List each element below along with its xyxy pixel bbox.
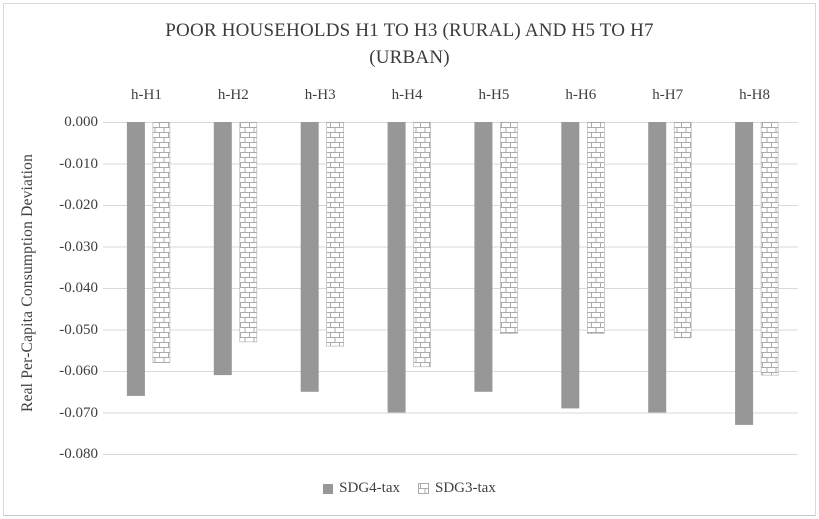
y-tick-label: -0.060	[59, 363, 98, 379]
y-tick-label: 0.000	[64, 114, 98, 130]
category-label-h-h7: h-H7	[652, 87, 684, 103]
bar-sdg3-tax-h-h2	[239, 122, 258, 343]
category-label-h-h5: h-H5	[478, 87, 510, 103]
bar-sdg3-tax-h-h1	[152, 122, 171, 363]
bar-sdg4-tax-h-h1	[126, 122, 145, 396]
legend-item-sdg3-tax: SDG3-tax	[418, 480, 496, 497]
bar-sdg4-tax-h-h4	[387, 122, 406, 413]
y-axis-title: Real Per-Capita Consumption Deviation	[19, 153, 36, 413]
chart-title: POOR HOUSEHOLDS H1 TO H3 (RURAL) AND H5 …	[4, 17, 815, 71]
bar-sdg3-tax-h-h7	[673, 122, 692, 339]
category-label-h-h4: h-H4	[391, 87, 423, 103]
legend-item-sdg4-tax: SDG4-tax	[323, 480, 400, 497]
y-tick-label: -0.070	[59, 404, 98, 421]
legend: SDG4-tax SDG3-tax	[4, 480, 815, 497]
legend-label: SDG3-tax	[435, 480, 496, 496]
y-tick-label: -0.040	[59, 280, 98, 296]
chart-title-line2: (URBAN)	[369, 47, 450, 68]
bar-sdg3-tax-h-h8	[760, 122, 779, 376]
chart-title-line1: POOR HOUSEHOLDS H1 TO H3 (RURAL) AND H5 …	[165, 20, 654, 41]
legend-label: SDG4-tax	[339, 480, 400, 496]
x-axis-category-labels: h-H1 h-H2 h-H3 h-H4 h-H5 h-H6 h-H7 h-H8	[103, 87, 798, 109]
legend-swatch-solid	[323, 483, 334, 494]
y-tick-label: -0.020	[59, 197, 98, 213]
bar-sdg3-tax-h-h6	[586, 122, 605, 334]
bar-sdg4-tax-h-h5	[474, 122, 493, 392]
bar-sdg3-tax-h-h5	[500, 122, 518, 334]
y-tick-label: -0.010	[59, 155, 98, 172]
bar-sdg4-tax-h-h3	[300, 122, 319, 392]
bar-sdg4-tax-h-h6	[561, 122, 580, 409]
category-label-h-h3: h-H3	[304, 87, 336, 103]
y-tick-label: -0.030	[59, 238, 98, 255]
plot-area	[103, 122, 798, 455]
category-label-h-h1: h-H1	[131, 87, 162, 103]
category-label-h-h6: h-H6	[565, 87, 597, 103]
category-label-h-h8: h-H8	[739, 87, 770, 103]
bar-sdg4-tax-h-h2	[213, 122, 232, 376]
y-tick-label: -0.080	[59, 446, 98, 462]
bar-sdg3-tax-h-h4	[413, 122, 431, 368]
bar-sdg4-tax-h-h7	[648, 122, 667, 413]
category-label-h-h2: h-H2	[217, 87, 249, 103]
legend-swatch-brick	[418, 483, 429, 494]
bar-sdg3-tax-h-h3	[326, 122, 344, 347]
bar-sdg4-tax-h-h8	[735, 122, 754, 425]
chart-figure: POOR HOUSEHOLDS H1 TO H3 (RURAL) AND H5 …	[3, 3, 816, 516]
y-tick-label: -0.050	[59, 321, 98, 338]
